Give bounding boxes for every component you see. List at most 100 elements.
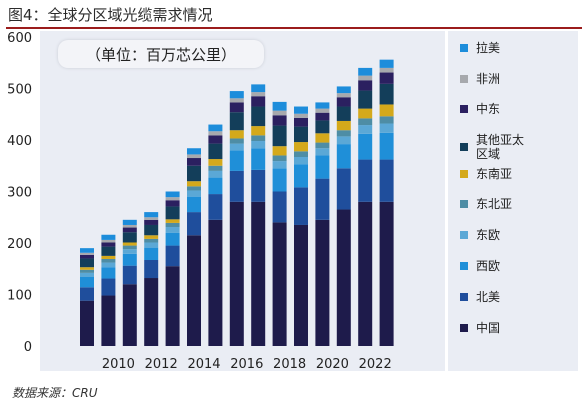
bar-segment bbox=[336, 136, 351, 145]
legend-swatch bbox=[460, 231, 468, 239]
legend-label: 西欧 bbox=[476, 259, 501, 273]
bar-segment bbox=[208, 194, 223, 220]
bar-segment bbox=[294, 224, 308, 346]
bar-segment bbox=[272, 161, 287, 169]
bar-segment bbox=[251, 126, 266, 136]
bar-segment bbox=[251, 148, 266, 170]
y-tick-label: 600 bbox=[7, 31, 32, 46]
bar-segment bbox=[165, 206, 180, 220]
legend-swatch bbox=[460, 293, 468, 301]
bar-segment bbox=[229, 201, 244, 346]
bar-segment bbox=[272, 155, 287, 162]
legend-item: 拉美 bbox=[460, 41, 500, 55]
bar-segment bbox=[101, 234, 116, 240]
legend-label-line: 区域 bbox=[476, 147, 501, 161]
legend-item: 东南亚 bbox=[460, 167, 512, 181]
bar-segment bbox=[165, 197, 180, 201]
bar-segment bbox=[379, 59, 394, 68]
legend-label: 中东 bbox=[476, 102, 501, 116]
bar-segment bbox=[379, 83, 394, 105]
bar-segment bbox=[208, 177, 223, 195]
bar-segment bbox=[229, 150, 244, 171]
bar-segment bbox=[122, 224, 137, 228]
bar-segment bbox=[294, 151, 308, 157]
bar-segment bbox=[229, 112, 244, 131]
legend-item: 非洲 bbox=[460, 72, 500, 86]
bar-segment bbox=[272, 115, 287, 126]
legend-swatch bbox=[460, 262, 468, 270]
bar-segment bbox=[144, 278, 159, 346]
bar-segment bbox=[144, 247, 159, 260]
bar-segment bbox=[294, 187, 308, 225]
bar-segment bbox=[144, 219, 159, 225]
bar-segment bbox=[80, 252, 94, 255]
bar-segment bbox=[315, 142, 330, 149]
bar-segment bbox=[272, 146, 287, 156]
legend-item: 其他亚太 区域 bbox=[460, 133, 524, 161]
bar-segment bbox=[336, 130, 351, 137]
bar-segment bbox=[165, 219, 180, 223]
bar-segment bbox=[101, 258, 116, 263]
bar-segment bbox=[101, 295, 116, 346]
legend-label: 非洲 bbox=[476, 72, 501, 86]
bar-segment bbox=[336, 144, 351, 169]
bar-segment bbox=[272, 110, 287, 116]
bar-segment bbox=[272, 168, 287, 192]
bar-segment bbox=[229, 143, 244, 151]
bar-segment bbox=[294, 156, 308, 165]
legend-label: 中国 bbox=[476, 321, 501, 335]
bar-segment bbox=[122, 253, 137, 266]
x-tick-label: 2014 bbox=[187, 357, 220, 372]
bar-segment bbox=[122, 242, 137, 246]
x-tick-label: 2012 bbox=[145, 357, 178, 372]
x-tick-label: 2018 bbox=[273, 357, 306, 372]
x-tick-label: 2022 bbox=[359, 357, 392, 372]
bar-segment bbox=[272, 125, 287, 147]
bar-segment bbox=[294, 164, 308, 188]
bar-segment bbox=[122, 227, 137, 233]
bar-segment bbox=[144, 212, 159, 218]
title-divider bbox=[6, 27, 582, 29]
bar-segment bbox=[208, 143, 223, 160]
bar-segment bbox=[187, 148, 201, 155]
bar-segment bbox=[336, 97, 351, 107]
bar-segment bbox=[165, 200, 180, 207]
legend-swatch bbox=[460, 143, 468, 151]
bar-segment bbox=[379, 104, 394, 117]
bar-segment bbox=[122, 232, 137, 243]
bar-segment bbox=[251, 92, 266, 97]
bar-segment bbox=[379, 132, 394, 160]
legend-label-line: 其他亚太 bbox=[476, 133, 525, 147]
bar-segment bbox=[144, 242, 159, 248]
bar-segment bbox=[101, 239, 116, 243]
bar-segment bbox=[122, 219, 137, 225]
legend-swatch bbox=[460, 105, 468, 113]
x-tick-label: 2010 bbox=[102, 357, 135, 372]
bar-segment bbox=[358, 133, 373, 160]
bar-segment bbox=[336, 209, 351, 346]
bar-segment bbox=[122, 249, 137, 254]
bar-segment bbox=[315, 120, 330, 134]
bar-segment bbox=[315, 155, 330, 179]
bar-segment bbox=[101, 262, 116, 268]
legend-label: 东南亚 bbox=[476, 167, 513, 181]
y-tick-label: 300 bbox=[7, 186, 32, 201]
legend-swatch bbox=[460, 324, 468, 332]
bar-segment bbox=[379, 201, 394, 346]
bar-segment bbox=[229, 170, 244, 202]
bar-segment bbox=[251, 84, 266, 93]
bar-segment bbox=[187, 212, 201, 236]
bar-segment bbox=[294, 142, 308, 152]
legend-swatch bbox=[460, 200, 468, 208]
bar-segment bbox=[208, 131, 223, 136]
bar-segment bbox=[187, 196, 201, 213]
bar-segment bbox=[251, 169, 266, 202]
bar-segment bbox=[379, 116, 394, 124]
bar-segment bbox=[272, 191, 287, 223]
bar-segment bbox=[80, 272, 94, 277]
bar-segment bbox=[187, 186, 201, 191]
legend-label: 东北亚 bbox=[476, 197, 513, 211]
figure-title: 图4：全球分区域光缆需求情况 bbox=[8, 6, 213, 24]
legend-item: 东欧 bbox=[460, 228, 500, 242]
bar-segment bbox=[358, 80, 373, 91]
